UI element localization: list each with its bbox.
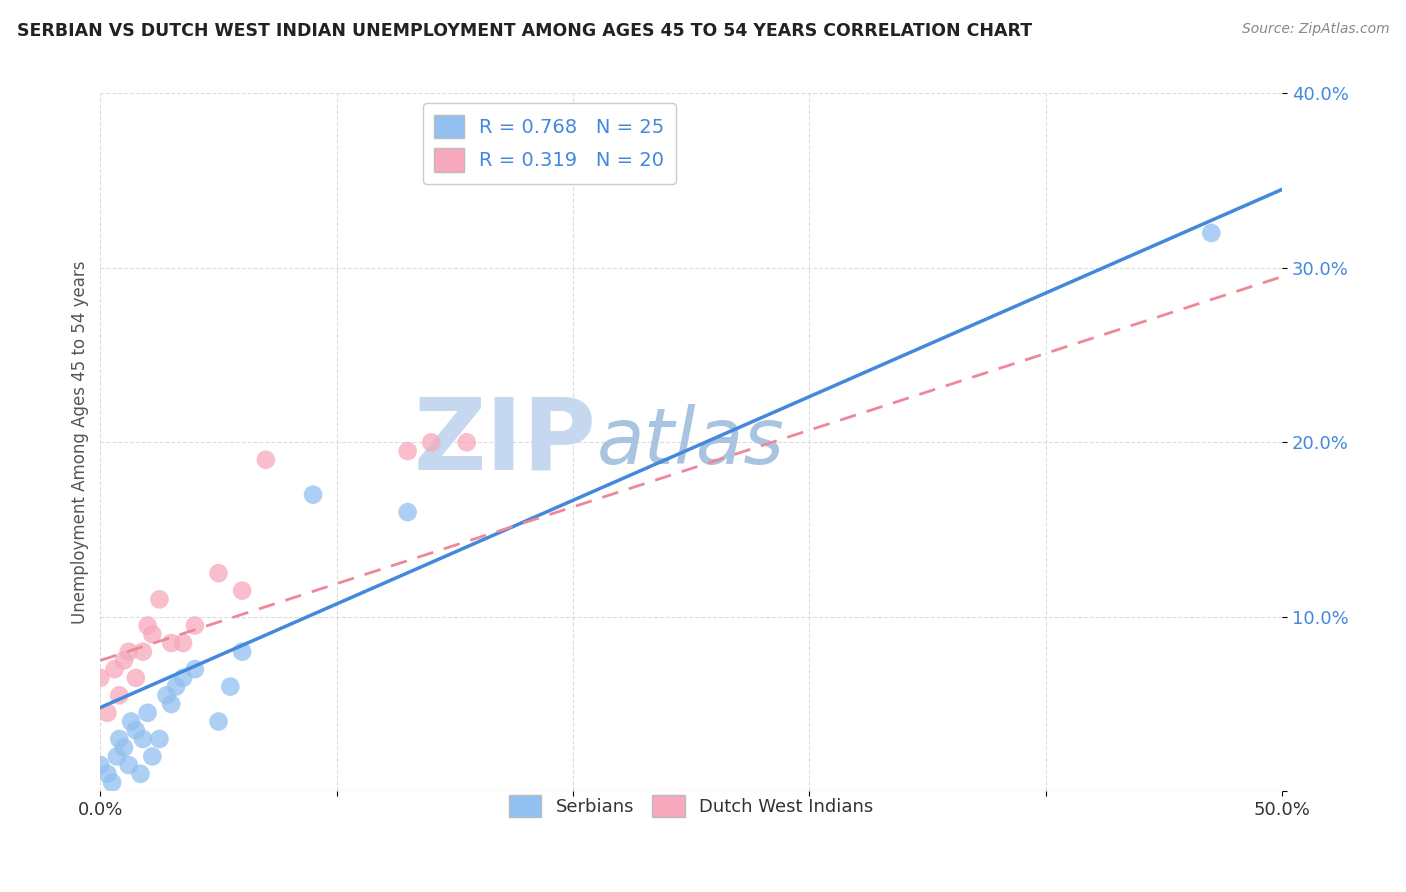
Point	[456, 435, 478, 450]
Point	[160, 636, 183, 650]
Point	[207, 566, 229, 581]
Point	[112, 740, 135, 755]
Point	[132, 645, 155, 659]
Point	[165, 680, 187, 694]
Point	[103, 662, 125, 676]
Point	[118, 645, 141, 659]
Point	[108, 731, 131, 746]
Point	[129, 767, 152, 781]
Point	[184, 618, 207, 632]
Point	[207, 714, 229, 729]
Point	[118, 758, 141, 772]
Text: Source: ZipAtlas.com: Source: ZipAtlas.com	[1241, 22, 1389, 37]
Text: SERBIAN VS DUTCH WEST INDIAN UNEMPLOYMENT AMONG AGES 45 TO 54 YEARS CORRELATION : SERBIAN VS DUTCH WEST INDIAN UNEMPLOYMEN…	[17, 22, 1032, 40]
Point	[396, 444, 419, 458]
Point	[96, 706, 118, 720]
Point	[254, 452, 277, 467]
Point	[231, 645, 253, 659]
Point	[125, 671, 148, 685]
Point	[108, 689, 131, 703]
Point	[125, 723, 148, 738]
Point	[172, 636, 194, 650]
Point	[136, 706, 159, 720]
Point	[219, 680, 242, 694]
Point	[89, 671, 111, 685]
Point	[148, 731, 170, 746]
Point	[136, 618, 159, 632]
Text: ZIP: ZIP	[413, 394, 596, 491]
Point	[89, 758, 111, 772]
Point	[420, 435, 443, 450]
Point	[155, 689, 177, 703]
Point	[396, 505, 419, 519]
Point	[96, 767, 118, 781]
Point	[141, 749, 163, 764]
Point	[302, 488, 325, 502]
Point	[184, 662, 207, 676]
Point	[172, 671, 194, 685]
Point	[1201, 226, 1223, 240]
Point	[112, 653, 135, 667]
Point	[231, 583, 253, 598]
Point	[160, 697, 183, 711]
Y-axis label: Unemployment Among Ages 45 to 54 years: Unemployment Among Ages 45 to 54 years	[72, 260, 89, 624]
Legend: Serbians, Dutch West Indians: Serbians, Dutch West Indians	[502, 788, 880, 824]
Point	[132, 731, 155, 746]
Point	[101, 775, 124, 789]
Point	[141, 627, 163, 641]
Point	[148, 592, 170, 607]
Point	[105, 749, 128, 764]
Point	[120, 714, 142, 729]
Text: atlas: atlas	[596, 404, 785, 480]
